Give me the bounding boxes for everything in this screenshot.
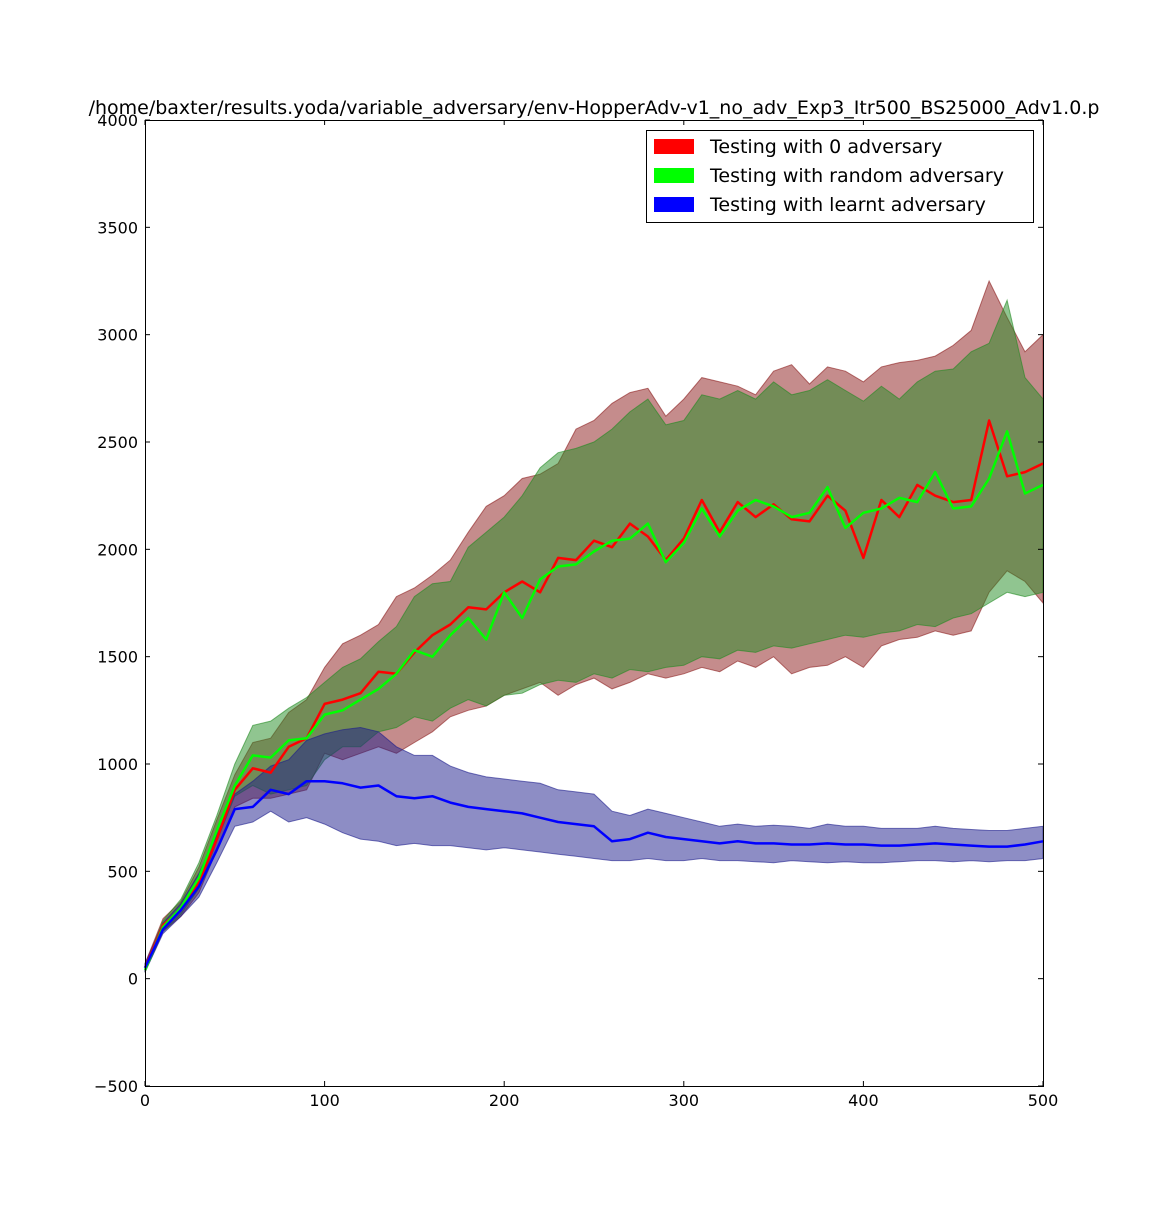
legend-swatch-0 [654, 139, 694, 154]
y-tick-label: 4000 [97, 111, 138, 130]
x-tick-label: 0 [140, 1091, 150, 1110]
legend-swatch-2 [654, 197, 694, 212]
plot-frame [145, 120, 1044, 1087]
series-lines [143, 419, 1044, 971]
x-tick-label: 400 [848, 1091, 879, 1110]
x-tick-label: 300 [669, 1091, 700, 1110]
series-line-2 [143, 779, 1044, 969]
y-tick-label: 1500 [97, 648, 138, 667]
legend: Testing with 0 adversary Testing with ra… [646, 130, 1034, 223]
legend-frame [646, 130, 1034, 223]
y-tick-label: 1000 [97, 755, 138, 774]
y-axis: −500 0 500 1000 1500 2000 2500 3000 3500 4000 [94, 111, 1043, 1096]
y-tick-label: 2500 [97, 433, 138, 452]
legend-swatch-1 [654, 168, 694, 183]
y-tick-label: 3000 [97, 326, 138, 345]
x-tick-label: 500 [1028, 1091, 1059, 1110]
y-tick-label: 2000 [97, 540, 138, 559]
series-line-1 [143, 430, 1044, 971]
x-tick-label: 200 [489, 1091, 520, 1110]
legend-label-1: Testing with random adversary [709, 165, 1004, 187]
y-tick-label: −500 [94, 1077, 138, 1096]
chart-title: /home/baxter/results.yoda/variable_adver… [89, 97, 1100, 119]
y-tick-label: 0 [128, 970, 138, 989]
confidence-bands [144, 279, 1044, 973]
y-tick-label: 3500 [97, 218, 138, 237]
x-axis: 0 100 200 300 400 500 [140, 120, 1058, 1110]
legend-label-2: Testing with learnt adversary [709, 194, 986, 216]
y-tick-label: 500 [107, 862, 138, 881]
series-line-0 [143, 419, 1044, 969]
legend-label-0: Testing with 0 adversary [709, 136, 942, 158]
x-tick-label: 100 [309, 1091, 340, 1110]
